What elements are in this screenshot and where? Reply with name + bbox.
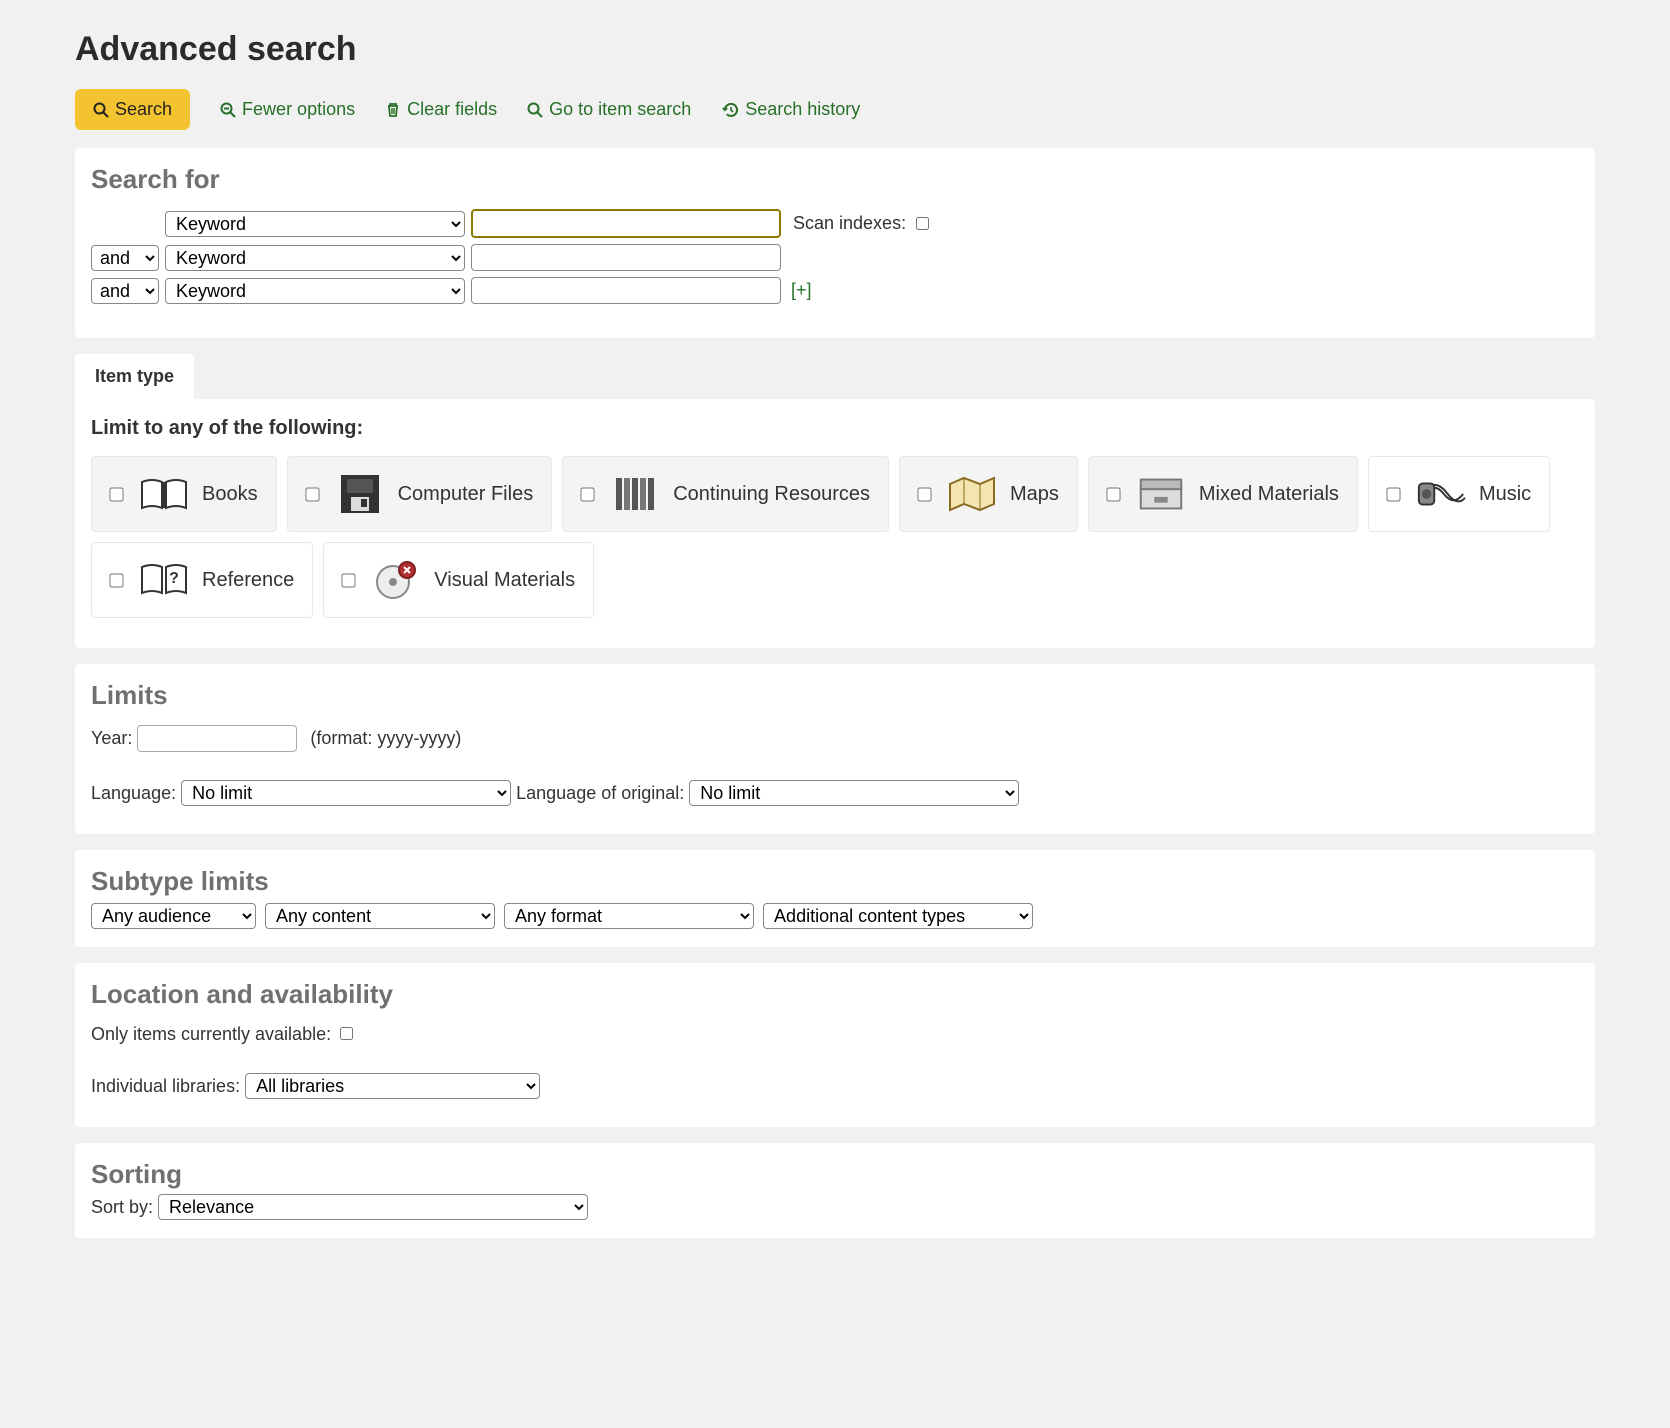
computer-files-icon xyxy=(334,468,386,520)
year-hint: (format: yyyy-yyyy) xyxy=(310,728,461,748)
zoom-out-icon xyxy=(220,102,236,118)
language-orig-label: Language of original: xyxy=(516,783,684,803)
search-row: Keyword Scan indexes: xyxy=(91,209,1579,238)
item-type-label: Computer Files xyxy=(398,483,534,506)
index-select[interactable]: Keyword xyxy=(165,211,465,237)
subtype-heading: Subtype limits xyxy=(91,866,1579,897)
go-to-item-search-button[interactable]: Go to item search xyxy=(527,99,691,120)
item-type-checkbox[interactable] xyxy=(917,487,931,501)
item-type-option[interactable]: Books xyxy=(91,456,277,532)
clear-fields-label: Clear fields xyxy=(407,99,497,120)
only-available-checkbox[interactable] xyxy=(340,1027,353,1040)
books-icon xyxy=(138,468,190,520)
item-type-label: Mixed Materials xyxy=(1199,483,1339,506)
clear-fields-button[interactable]: Clear fields xyxy=(385,99,497,120)
year-input[interactable] xyxy=(137,725,297,752)
search-icon xyxy=(93,102,109,118)
format-select[interactable]: Any format xyxy=(504,903,754,929)
index-select[interactable]: Keyword xyxy=(165,245,465,271)
individual-libraries-label: Individual libraries: xyxy=(91,1076,240,1096)
item-type-option[interactable]: Computer Files xyxy=(287,456,553,532)
search-icon xyxy=(527,102,543,118)
music-icon xyxy=(1415,468,1467,520)
item-type-option[interactable]: Maps xyxy=(899,456,1078,532)
item-type-checkbox[interactable] xyxy=(109,487,123,501)
scan-indexes-label: Scan indexes: xyxy=(793,213,906,234)
item-type-checkbox[interactable] xyxy=(109,573,123,587)
item-type-label: Books xyxy=(202,483,258,506)
search-button-label: Search xyxy=(115,99,172,120)
content-select[interactable]: Any content xyxy=(265,903,495,929)
limits-panel: Limits Year: (format: yyyy-yyyy) Languag… xyxy=(75,664,1595,834)
year-label: Year: xyxy=(91,728,132,748)
only-available-label: Only items currently available: xyxy=(91,1024,331,1044)
scan-indexes-checkbox[interactable] xyxy=(916,217,929,230)
additional-content-select[interactable]: Additional content types xyxy=(763,903,1033,929)
language-orig-select[interactable]: No limit xyxy=(689,780,1019,806)
item-type-checkbox[interactable] xyxy=(305,487,319,501)
audience-select[interactable]: Any audience xyxy=(91,903,256,929)
location-heading: Location and availability xyxy=(91,979,1579,1010)
svg-text:?: ? xyxy=(169,570,179,587)
item-type-checkbox[interactable] xyxy=(342,573,356,587)
item-type-checkbox[interactable] xyxy=(1106,487,1120,501)
item-type-label: Visual Materials xyxy=(434,569,575,592)
search-row: and Keyword [+] xyxy=(91,277,1579,304)
sort-by-select[interactable]: Relevance xyxy=(158,1194,588,1220)
sort-by-label: Sort by: xyxy=(91,1197,153,1217)
search-term-input[interactable] xyxy=(471,244,781,271)
search-history-label: Search history xyxy=(745,99,860,120)
individual-libraries-select[interactable]: All libraries xyxy=(245,1073,540,1099)
search-history-button[interactable]: Search history xyxy=(721,99,860,120)
language-select[interactable]: No limit xyxy=(181,780,511,806)
index-select[interactable]: Keyword xyxy=(165,278,465,304)
toolbar: Search Fewer options Clear fields Go to … xyxy=(75,89,1595,130)
trash-icon xyxy=(385,102,401,118)
sorting-heading: Sorting xyxy=(91,1159,1579,1190)
page-title: Advanced search xyxy=(75,30,1595,69)
maps-icon xyxy=(946,468,998,520)
item-type-checkbox[interactable] xyxy=(1386,487,1400,501)
tab-item-type[interactable]: Item type xyxy=(75,354,194,399)
subtype-limits-panel: Subtype limits Any audience Any content … xyxy=(75,850,1595,947)
search-for-heading: Search for xyxy=(91,164,1579,195)
location-panel: Location and availability Only items cur… xyxy=(75,963,1595,1127)
item-type-option[interactable]: ? Reference xyxy=(91,542,313,618)
add-row-button[interactable]: [+] xyxy=(791,280,812,301)
sorting-panel: Sorting Sort by: Relevance xyxy=(75,1143,1595,1238)
item-type-label: Maps xyxy=(1010,483,1059,506)
reference-icon: ? xyxy=(138,554,190,606)
go-to-item-search-label: Go to item search xyxy=(549,99,691,120)
search-term-input[interactable] xyxy=(471,209,781,238)
operator-select[interactable]: and xyxy=(91,278,159,304)
operator-select[interactable]: and xyxy=(91,245,159,271)
search-for-panel: Search for Keyword Scan indexes: and Key… xyxy=(75,148,1595,338)
mixed-materials-icon xyxy=(1135,468,1187,520)
search-term-input[interactable] xyxy=(471,277,781,304)
history-icon xyxy=(721,102,739,118)
item-type-label: Reference xyxy=(202,569,294,592)
search-row: and Keyword xyxy=(91,244,1579,271)
item-type-heading: Limit to any of the following: xyxy=(91,417,1579,440)
item-type-checkbox[interactable] xyxy=(581,487,595,501)
item-type-option[interactable]: Visual Materials xyxy=(323,542,594,618)
visual-materials-icon xyxy=(370,554,422,606)
item-type-label: Continuing Resources xyxy=(673,483,870,506)
language-label: Language: xyxy=(91,783,176,803)
search-button[interactable]: Search xyxy=(75,89,190,130)
fewer-options-label: Fewer options xyxy=(242,99,355,120)
fewer-options-button[interactable]: Fewer options xyxy=(220,99,355,120)
limits-heading: Limits xyxy=(91,680,1579,711)
item-type-option[interactable]: Continuing Resources xyxy=(562,456,889,532)
item-type-panel: Limit to any of the following: Books Comp… xyxy=(75,399,1595,648)
item-type-label: Music xyxy=(1479,483,1531,506)
item-type-option[interactable]: Music xyxy=(1368,456,1550,532)
continuing-resources-icon xyxy=(609,468,661,520)
item-type-option[interactable]: Mixed Materials xyxy=(1088,456,1358,532)
